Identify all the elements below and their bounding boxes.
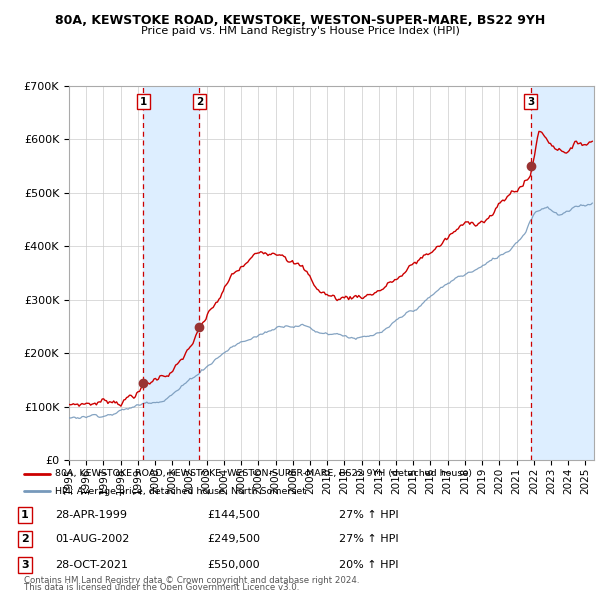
Text: 1: 1 [21, 510, 29, 520]
Text: 27% ↑ HPI: 27% ↑ HPI [339, 534, 398, 544]
Text: £550,000: £550,000 [207, 560, 260, 570]
Text: This data is licensed under the Open Government Licence v3.0.: This data is licensed under the Open Gov… [24, 582, 299, 590]
Text: 01-AUG-2002: 01-AUG-2002 [55, 534, 130, 544]
Text: 3: 3 [21, 560, 29, 570]
Text: 80A, KEWSTOKE ROAD, KEWSTOKE, WESTON-SUPER-MARE, BS22 9YH: 80A, KEWSTOKE ROAD, KEWSTOKE, WESTON-SUP… [55, 14, 545, 27]
Text: 2: 2 [196, 97, 203, 107]
Text: £144,500: £144,500 [207, 510, 260, 520]
Text: 28-OCT-2021: 28-OCT-2021 [55, 560, 128, 570]
Text: 1: 1 [140, 97, 147, 107]
Text: 3: 3 [527, 97, 534, 107]
Text: 20% ↑ HPI: 20% ↑ HPI [339, 560, 398, 570]
Text: 27% ↑ HPI: 27% ↑ HPI [339, 510, 398, 520]
Text: Price paid vs. HM Land Registry's House Price Index (HPI): Price paid vs. HM Land Registry's House … [140, 26, 460, 35]
Text: 80A, KEWSTOKE ROAD, KEWSTOKE, WESTON-SUPER-MARE, BS22 9YH (detached house): 80A, KEWSTOKE ROAD, KEWSTOKE, WESTON-SUP… [55, 470, 472, 478]
Text: HPI: Average price, detached house, North Somerset: HPI: Average price, detached house, Nort… [55, 487, 306, 496]
Text: £249,500: £249,500 [207, 534, 260, 544]
Text: 2: 2 [21, 534, 29, 544]
Bar [530, 86, 594, 460]
Text: Contains HM Land Registry data © Crown copyright and database right 2024.: Contains HM Land Registry data © Crown c… [24, 576, 359, 585]
Text: 28-APR-1999: 28-APR-1999 [55, 510, 127, 520]
Bar [143, 86, 199, 460]
